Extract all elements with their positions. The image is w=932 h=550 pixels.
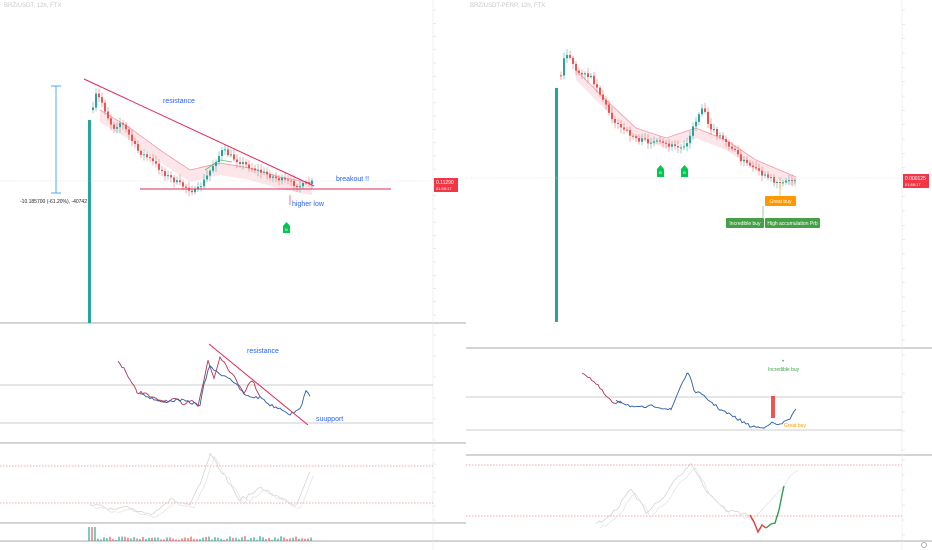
rsi-resistance-annotation: resistance bbox=[247, 348, 279, 355]
candle-countdown: 01:55:17 bbox=[436, 186, 452, 191]
breakout-annotation: breakout !! bbox=[336, 176, 369, 183]
rsi-line-blue bbox=[615, 372, 797, 429]
rsi-line-red bbox=[581, 372, 623, 405]
ema-ribbon bbox=[100, 110, 312, 195]
candle-countdown: 01:55:17 bbox=[905, 182, 921, 187]
rsi-dot: • bbox=[782, 359, 784, 365]
launch-candle bbox=[88, 120, 91, 323]
svg-text:B: B bbox=[285, 227, 288, 232]
rsi-line-red bbox=[117, 355, 261, 408]
osc-line-a bbox=[595, 463, 749, 525]
left-chart-panel[interactable]: BRZ/USDT, 12h, FTX -10.185700 (-61.20%),… bbox=[0, 0, 466, 550]
rsi-signal-bar bbox=[771, 396, 775, 418]
rsi-resistance-trendline[interactable] bbox=[208, 343, 309, 426]
rsi-line-blue bbox=[139, 365, 311, 416]
right-chart-canvas[interactable]: B B Great buy Incredible buy High accumu… bbox=[466, 0, 932, 550]
left-candles bbox=[92, 88, 313, 197]
measure-readout: -10.185700 (-61.20%), -40742 bbox=[20, 199, 87, 205]
osc-line-b bbox=[599, 467, 799, 529]
left-chart-canvas[interactable]: -10.185700 (-61.20%), -40742 resistance … bbox=[0, 0, 466, 550]
right-candles bbox=[560, 49, 796, 189]
right-symbol-title: BRZ/USDT-PERP, 12h, FTX bbox=[470, 3, 546, 9]
osc-line-b bbox=[93, 455, 315, 518]
ema-line bbox=[99, 109, 313, 184]
rsi-support-annotation: suupport bbox=[316, 416, 343, 423]
buy-marker[interactable]: B bbox=[283, 222, 290, 233]
high-accumulation-label[interactable] bbox=[765, 218, 820, 228]
settings-icon[interactable] bbox=[921, 542, 927, 548]
incredible-buy-label[interactable] bbox=[726, 218, 764, 228]
right-price-axis[interactable] bbox=[902, 9, 905, 536]
ema-line bbox=[575, 69, 797, 178]
osc-green-segment bbox=[765, 485, 785, 529]
volume-bars bbox=[88, 527, 312, 541]
rsi-great-buy: Great buy bbox=[784, 423, 806, 429]
buy-marker-1[interactable]: B bbox=[657, 165, 664, 177]
resistance-annotation: resistance bbox=[163, 98, 195, 105]
right-chart-panel[interactable]: BRZ/USDT-PERP, 12h, FTX B B Great buy In… bbox=[466, 0, 932, 550]
svg-text:B: B bbox=[659, 170, 662, 175]
great-buy-text: Great buy bbox=[770, 199, 792, 205]
current-price-value: 0.000125 bbox=[905, 176, 926, 182]
current-price-label bbox=[434, 178, 458, 192]
svg-text:B: B bbox=[683, 170, 686, 175]
osc-red-segment bbox=[749, 514, 767, 534]
higher-low-annotation: higher low bbox=[292, 201, 325, 208]
incredible-buy-text: Incredible buy bbox=[729, 221, 761, 227]
osc-line-a bbox=[89, 452, 311, 515]
left-price-axis[interactable] bbox=[433, 9, 436, 521]
launch-candle bbox=[555, 88, 558, 322]
great-buy-label[interactable] bbox=[765, 196, 796, 206]
current-price-label bbox=[903, 174, 929, 188]
high-accumulation-text: High accumulation Prb bbox=[767, 221, 818, 227]
buy-marker-2[interactable]: B bbox=[681, 165, 688, 177]
current-price-value: 0.11290 bbox=[436, 180, 454, 186]
rsi-incredible-buy: Incredible buy bbox=[768, 367, 800, 373]
resistance-trendline[interactable] bbox=[83, 78, 315, 187]
left-symbol-title: BRZ/USDT, 12h, FTX bbox=[4, 3, 62, 9]
